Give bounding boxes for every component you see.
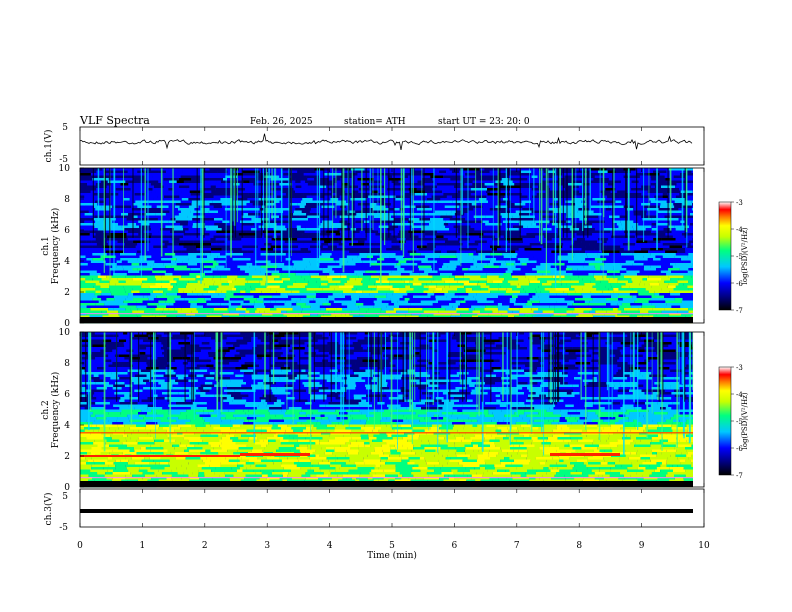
frequency-tick-label: 6 [64, 226, 70, 236]
ch2-frequency-ylabel: Frequency (kHz) [50, 372, 61, 449]
ch2-channel-label: ch.2 [41, 400, 51, 419]
ch1-colorbar [718, 201, 732, 311]
frequency-tick-label: 8 [64, 359, 70, 369]
ch1-spectrogram [80, 168, 693, 324]
frequency-tick-label: 6 [64, 390, 70, 400]
ch1-waveform-frame [79, 126, 705, 166]
time-axis-ticks: 0 1 2 3 4 5 6 7 8 9 10 [77, 127, 710, 551]
time-axis-label: Time (min) [367, 550, 417, 561]
ch1-ytick-neg5: -5 [59, 155, 68, 165]
ch2-spectrogram [80, 332, 694, 488]
ch1-waveform-line [80, 133, 693, 150]
frequency-tick-label: 10 [59, 164, 71, 174]
ch3-waveform-line [80, 509, 693, 513]
chart-title: VLF Spectra [79, 114, 150, 127]
frequency-tick-label: 10 [59, 328, 71, 338]
frequency-tick-label: 4 [64, 257, 70, 267]
frequency-tick-label: 0 [64, 483, 70, 493]
time-tick-label: 7 [514, 541, 520, 551]
colorbar-tick-label: -4 [736, 391, 743, 399]
frequency-tick-label: 0 [64, 319, 70, 329]
ch3-waveform-frame [79, 488, 705, 528]
colorbar-tick-label: -4 [736, 226, 743, 234]
colorbar-tick-label: -5 [736, 253, 743, 261]
ch1-ytick-5: 5 [62, 123, 68, 133]
ch1-channel-label: ch.1 [41, 236, 51, 255]
time-tick-label: 9 [639, 541, 645, 551]
time-tick-label: 3 [264, 541, 270, 551]
ch2-colorbar-label: log(PSD)(V²/Hz) [741, 392, 749, 449]
time-tick-label: 8 [576, 541, 582, 551]
time-tick-label: 5 [389, 541, 395, 551]
time-tick-label: 2 [202, 541, 208, 551]
colorbar-tick-label: -6 [736, 445, 743, 453]
ch3-ytick-5: 5 [62, 492, 68, 502]
time-tick-label: 0 [77, 541, 83, 551]
frequency-tick-label: 2 [64, 288, 70, 298]
date-label: Feb. 26, 2025 [250, 117, 313, 127]
time-tick-label: 1 [140, 541, 146, 551]
ch3-ytick-neg5: -5 [59, 523, 68, 533]
ch1-frequency-ylabel: Frequency (kHz) [50, 208, 61, 285]
time-tick-label: 6 [452, 541, 458, 551]
time-tick-label: 4 [327, 541, 333, 551]
frequency-tick-label: 2 [64, 452, 70, 462]
colorbar-tick-label: -6 [736, 280, 743, 288]
colorbar-ticks: -3 -4 -5 -6 -7 -3 -4 -5 -6 -7 [731, 199, 743, 480]
colorbar-tick-label: -5 [736, 418, 743, 426]
colorbar-tick-label: -3 [736, 199, 743, 207]
colorbar-tick-label: -7 [736, 307, 743, 315]
frequency-tick-label: 4 [64, 421, 70, 431]
start-time-label: start UT = 23: 20: 0 [438, 117, 530, 127]
time-tick-label: 10 [698, 541, 710, 551]
frequency-tick-label: 8 [64, 195, 70, 205]
ch1-colorbar-label: log(PSD)(V²/Hz) [741, 227, 749, 284]
colorbar-tick-label: -7 [736, 472, 743, 480]
ch3-waveform-ylabel: ch.3(V) [43, 493, 54, 526]
colorbar-tick-label: -3 [736, 364, 743, 372]
ch2-colorbar [718, 366, 732, 476]
ch1-waveform-ylabel: ch.1(V) [43, 130, 54, 163]
station-label: station= ATH [344, 117, 406, 127]
